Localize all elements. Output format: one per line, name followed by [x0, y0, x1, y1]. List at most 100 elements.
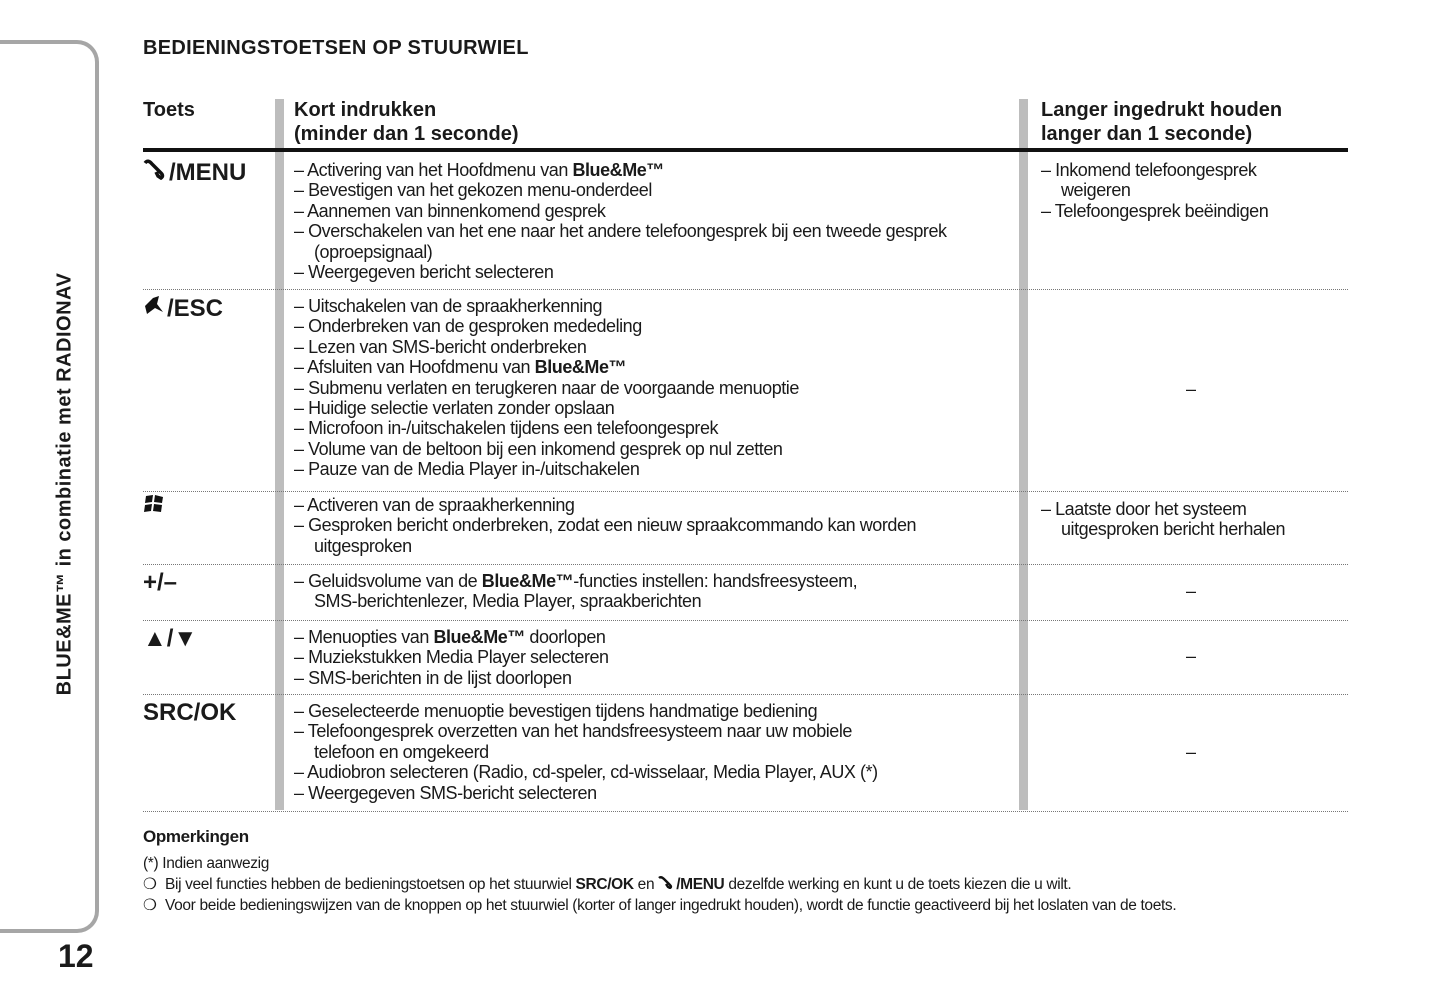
header-short-press: Kort indrukken (minder dan 1 seconde)	[294, 99, 519, 145]
note-item: ❍ Voor beide bedieningswijzen van de knop…	[143, 895, 1177, 916]
key-label: /MENU	[143, 158, 246, 187]
item-text: – Onderbreken van de gesproken mededelin…	[294, 316, 642, 337]
list-item: – Weergegeven bericht selecteren	[294, 262, 947, 282]
item-text: – Activeren van de spraakherkenning	[294, 495, 575, 515]
sidebar-tab-frame	[0, 40, 99, 933]
brand-name: Blue&Me™	[572, 160, 664, 180]
row-separator	[143, 811, 1348, 812]
item-text: – Telefoongesprek overzetten van het han…	[294, 721, 852, 742]
list-item: – SMS-berichten in de lijst doorlopen	[294, 668, 609, 688]
item-text: – Overschakelen van het ene naar het and…	[294, 221, 947, 242]
list-item: – Submenu verlaten en terugkeren naar de…	[294, 378, 799, 398]
item-text: – Muziekstukken Media Player selecteren	[294, 647, 609, 668]
key-text: ▲/▼	[143, 625, 198, 652]
list-item: uitgesproken	[294, 536, 916, 556]
note-text: Bij veel functies hebben de bedieningsto…	[165, 876, 576, 893]
key-text: SRC/OK	[143, 699, 237, 726]
item-text: – Laatste door het systeem	[1041, 499, 1247, 519]
note-key: SRC/OK	[575, 876, 635, 893]
notes: Opmerkingen (*) Indien aanwezig ❍ Bij vee…	[143, 826, 1177, 916]
column-divider	[275, 99, 284, 810]
header-rule	[143, 148, 1348, 152]
header-long-press: Langer ingedrukt houden langer dan 1 sec…	[1041, 99, 1283, 145]
short-press-list: – Activering van het Hoofdmenu van Blue&…	[294, 160, 947, 282]
list-item: – Microfoon in-/uitschakelen tijdens een…	[294, 418, 799, 438]
item-text: – Volume van de beltoon bij een inkomend…	[294, 438, 783, 459]
no-function-dash: –	[1186, 581, 1197, 601]
item-text: – Inkomend telefoongesprek	[1041, 160, 1257, 180]
key-text: /ESC	[167, 295, 224, 322]
item-text: – Telefoongesprek beëindigen	[1041, 200, 1269, 221]
notes-heading: Opmerkingen	[143, 827, 249, 846]
item-text: telefoon en omgekeerd	[314, 741, 489, 762]
page-title: BEDIENINGSTOETSEN OP STUURWIEL	[143, 37, 529, 59]
item-text: – Geluidsvolume van de	[294, 571, 482, 591]
item-text: – Activering van het Hoofdmenu van	[294, 160, 573, 180]
list-item: weigeren	[1041, 180, 1268, 200]
list-item: – Weergegeven SMS-bericht selecteren	[294, 783, 878, 803]
item-text: – Aannemen van binnenkomend gesprek	[294, 200, 606, 221]
list-item: – Lezen van SMS-bericht onderbreken	[294, 337, 799, 357]
item-text: – Gesproken bericht onderbreken, zodat e…	[294, 515, 917, 536]
item-text: – Uitschakelen van de spraakherkenning	[294, 296, 603, 316]
column-divider	[1019, 99, 1028, 810]
list-item: – Uitschakelen van de spraakherkenning	[294, 296, 799, 316]
list-item: – Gesproken bericht onderbreken, zodat e…	[294, 515, 917, 536]
list-item: – Bevestigen van het gekozen menu-onderd…	[294, 180, 947, 200]
item-text: doorlopen	[524, 627, 606, 647]
list-item: – Aannemen van binnenkomend gesprek	[294, 201, 947, 221]
item-text: – Weergegeven bericht selecteren	[294, 262, 554, 283]
item-text: – SMS-berichten in de lijst doorlopen	[294, 667, 572, 688]
short-press-list: – Geluidsvolume van de Blue&Me™-functies…	[294, 571, 858, 612]
item-text: uitgesproken bericht herhalen	[1061, 519, 1286, 540]
list-item: – Volume van de beltoon bij een inkomend…	[294, 439, 799, 459]
long-press-list: – Laatste door het systeem uitgesproken b…	[1041, 499, 1286, 540]
list-item: – Overschakelen van het ene naar het and…	[294, 221, 947, 241]
list-item: – Afsluiten van Hoofdmenu van Blue&Me™	[294, 357, 799, 377]
item-text: weigeren	[1061, 180, 1131, 201]
list-item: – Huidige selectie verlaten zonder opsla…	[294, 398, 799, 418]
short-press-list: – Geselecteerde menuoptie bevestigen tij…	[294, 701, 878, 803]
phone-handset-icon	[143, 159, 169, 186]
key-text: +/–	[143, 569, 178, 596]
brand-name: Blue&Me™	[433, 627, 525, 647]
row-separator	[143, 694, 1348, 695]
phone-handset-icon	[658, 876, 676, 893]
long-press-list: – Inkomend telefoongesprek weigeren – Tele…	[1041, 160, 1269, 221]
item-text: – Lezen van SMS-bericht onderbreken	[294, 336, 587, 357]
row-separator	[143, 564, 1348, 565]
list-item: uitgesproken bericht herhalen	[1041, 519, 1286, 540]
key-label	[143, 493, 165, 521]
list-item: – Telefoongesprek overzetten van het han…	[294, 721, 878, 741]
list-item: (oproepsignaal)	[294, 242, 947, 262]
item-text: – Microfoon in-/uitschakelen tijdens een…	[294, 418, 719, 439]
list-item: – Onderbreken van de gesproken mededelin…	[294, 316, 799, 336]
note-text: dezelfde werking en kunt u de toets kiez…	[724, 876, 1072, 893]
note-item: ❍ Bij veel functies hebben de bedieningst…	[143, 874, 1176, 895]
list-item: – Telefoongesprek beëindigen	[1041, 200, 1269, 221]
item-text: SMS-berichtenlezer, Media Player, spraak…	[314, 591, 702, 612]
list-item: – Muziekstukken Media Player selecteren	[294, 647, 609, 667]
footnote: (*) Indien aanwezig	[143, 855, 270, 872]
item-text: – Huidige selectie verlaten zonder opsla…	[294, 398, 615, 419]
list-item: – Inkomend telefoongesprek	[1041, 160, 1268, 180]
list-item: – Pauze van de Media Player in-/uitschak…	[294, 459, 799, 479]
key-label: /ESC	[143, 294, 223, 323]
item-text: – Submenu verlaten en terugkeren naar de…	[294, 377, 799, 398]
item-text: – Pauze van de Media Player in-/uitschak…	[294, 459, 640, 480]
header-key: Toets	[143, 99, 195, 121]
list-item: – Audiobron selecteren (Radio, cd-speler…	[294, 762, 878, 782]
list-item: – Laatste door het systeem	[1041, 499, 1285, 519]
item-text: – Geselecteerde menuoptie bevestigen tij…	[294, 701, 818, 721]
voice-recognition-icon	[143, 493, 165, 520]
note-text: en	[633, 876, 659, 893]
note-text: Voor beide bedieningswijzen van de knopp…	[165, 897, 1177, 914]
list-item: – Geluidsvolume van de Blue&Me™-functies…	[294, 571, 858, 591]
no-function-dash: –	[1186, 379, 1197, 399]
bullet-circle-icon: ❍	[143, 897, 157, 914]
no-function-dash: –	[1186, 646, 1197, 666]
brand-name: Blue&Me™	[481, 571, 574, 591]
item-text: – Bevestigen van het gekozen menu-onderd…	[294, 180, 652, 201]
list-item: – Activering van het Hoofdmenu van Blue&…	[294, 160, 947, 180]
row-separator	[143, 620, 1348, 621]
